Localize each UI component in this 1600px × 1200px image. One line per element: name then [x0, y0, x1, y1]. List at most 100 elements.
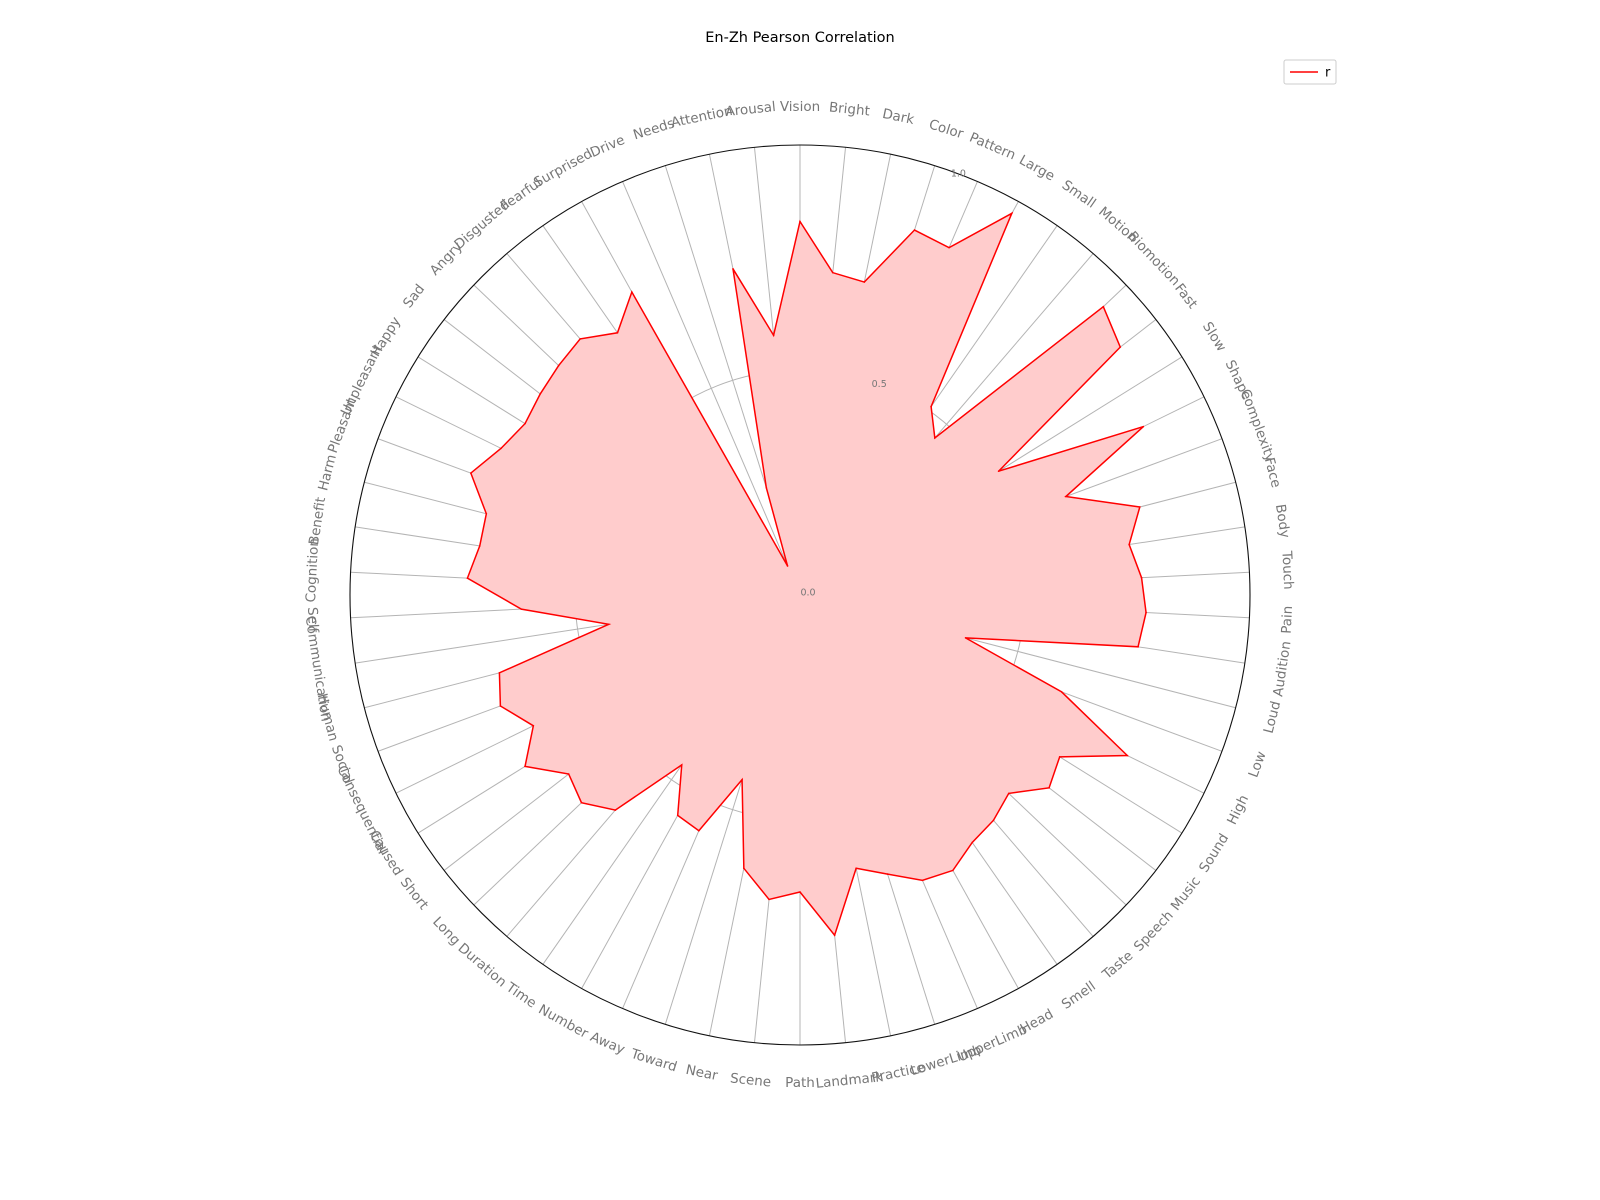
axis-label-sad: Sad	[400, 281, 428, 311]
axis-label-scene: Scene	[729, 1070, 772, 1090]
axis-label-arousal: Arousal	[725, 99, 777, 120]
axis-label-bright: Bright	[828, 99, 870, 119]
axis-label-toward: Toward	[628, 1046, 679, 1076]
point-music	[1048, 787, 1050, 789]
point-touch	[1140, 576, 1143, 579]
axis-label-smell: Smell	[1059, 978, 1099, 1013]
axis-label-happy: Happy	[368, 314, 405, 359]
axis-label-path: Path	[785, 1075, 815, 1091]
chart-title: En-Zh Pearson Correlation	[705, 30, 895, 46]
axis-label-large: Large	[1016, 152, 1057, 184]
axis-label-self: Self	[304, 607, 321, 634]
axis-label-harm: Harm	[315, 453, 340, 493]
axis-label-complexity: Complexity	[1237, 387, 1278, 464]
point-sad	[539, 393, 542, 395]
point-audition	[1137, 645, 1139, 648]
point-color	[913, 229, 916, 231]
axis-label-color: Color	[927, 116, 966, 142]
point-unpleasant	[500, 447, 502, 450]
point-pleasant	[470, 472, 472, 474]
point-human	[498, 672, 501, 674]
point-fearful	[616, 331, 619, 334]
point-needs	[765, 486, 768, 489]
point-biomotion	[1102, 305, 1105, 308]
axis-label-near: Near	[684, 1062, 719, 1084]
axis-label-taste: Taste	[1099, 948, 1137, 984]
point-upperlimb	[921, 879, 924, 882]
point-caused	[524, 765, 526, 768]
axis-label-long: Long	[429, 914, 463, 949]
point-shape	[1142, 425, 1145, 428]
legend-entry-r: r	[1325, 66, 1331, 81]
axis-label-low: Low	[1246, 749, 1270, 779]
point-large	[1011, 212, 1013, 215]
radar-area	[466, 211, 1147, 937]
point-disgusted	[579, 338, 581, 340]
point-small	[930, 405, 932, 408]
point-self	[520, 608, 523, 610]
axis-label-slow: Slow	[1199, 319, 1229, 354]
axis-label-face: Face	[1261, 456, 1284, 490]
point-benefit	[478, 545, 481, 547]
radial-tick-1: 0.5	[872, 379, 887, 390]
axis-label-benefit: Benefit	[306, 496, 329, 546]
point-toward	[741, 778, 743, 781]
point-dark	[863, 281, 866, 283]
point-surprised	[631, 291, 633, 293]
point-harm	[485, 512, 488, 515]
axis-label-number: Number	[536, 1002, 592, 1043]
point-complexity	[1065, 495, 1067, 498]
axis-label-away: Away	[588, 1029, 627, 1058]
point-drive	[786, 565, 789, 567]
point-slow	[997, 470, 1000, 473]
axis-label-audition: Audition	[1270, 640, 1294, 698]
point-taste	[992, 819, 995, 822]
axis-label-dark: Dark	[881, 106, 916, 128]
axis-label-high: High	[1224, 792, 1252, 827]
point-angry	[557, 364, 560, 367]
point-pain	[1145, 611, 1147, 614]
axis-label-music: Music	[1168, 874, 1204, 914]
axis-label-fast: Fast	[1171, 281, 1200, 312]
axis-label-time: Time	[502, 979, 539, 1012]
point-cognition	[466, 577, 469, 579]
radial-tick-labels: 0.0 0.5 1.0	[800, 168, 966, 598]
point-smell	[971, 841, 974, 844]
point-consequential	[532, 725, 535, 727]
point-long	[580, 801, 583, 804]
point-sound	[1058, 756, 1061, 758]
point-lowerlimb	[886, 873, 889, 875]
point-away	[698, 829, 700, 832]
axis-label-short: Short	[397, 874, 432, 912]
axis-label-surprised: Surprised	[531, 146, 595, 191]
radial-tick-2: 1.0	[951, 168, 966, 179]
axis-label-cognition: Cognition	[303, 538, 322, 603]
axis-label-landmark: Landmark	[815, 1069, 884, 1092]
point-fast	[1119, 346, 1122, 348]
point-pattern	[948, 246, 950, 249]
point-high	[1126, 754, 1129, 757]
point-bright	[831, 271, 834, 274]
point-duration	[614, 809, 617, 811]
point-body	[1128, 543, 1130, 546]
axis-label-sound: Sound	[1196, 831, 1232, 876]
axis-label-vision: Vision	[780, 99, 820, 115]
axis-label-speech: Speech	[1131, 908, 1177, 955]
point-face	[1139, 506, 1141, 508]
point-number	[676, 814, 679, 817]
point-path	[799, 891, 801, 893]
point-vision	[799, 220, 801, 223]
point-scene	[768, 898, 770, 901]
axis-label-loud: Loud	[1261, 700, 1285, 736]
axis-label-small: Small	[1059, 177, 1099, 212]
point-arousal	[772, 334, 775, 337]
axis-label-pattern: Pattern	[967, 130, 1018, 164]
series-fill-r	[467, 213, 1147, 936]
point-communication	[607, 623, 610, 626]
point-landmark	[833, 934, 836, 937]
point-practice	[855, 867, 857, 870]
axis-label-pain: Pain	[1279, 605, 1296, 634]
outer-ring	[349, 144, 1251, 1046]
point-social	[499, 705, 502, 707]
